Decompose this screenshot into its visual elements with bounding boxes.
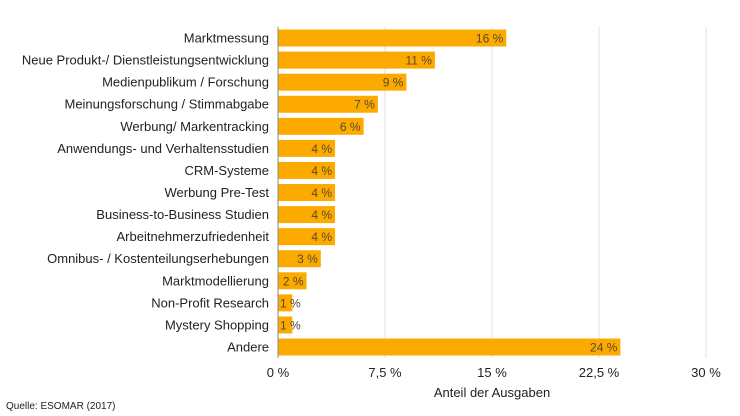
bar-value-label: 3 % [297,252,318,266]
bar-value-label: 11 % [405,54,432,68]
x-tick-label: 7,5 % [368,365,402,380]
bar [278,272,307,290]
bar [278,294,293,312]
category-label: Business-to-Business Studien [96,207,269,222]
bar-layer: 16 % 11 %9 % 7 % 6 % 4 % 4 % 4 % 4 % 4 % 3 % 2 % 1 … [278,29,621,356]
bar-value-label: 9 % [383,76,404,90]
category-label: Meinungsforschung / Stimmabgabe [64,97,269,112]
bar-value-label: 6 % [340,120,361,134]
category-label: Werbung/ Markentracking [120,119,269,134]
bar [278,184,336,202]
category-label: Andere [227,340,269,355]
bar [278,73,407,91]
x-axis-title: Anteil der Ausgaben [434,385,550,400]
bar-value-label: 4 % [311,208,332,222]
category-label: Non-Profit Research [151,295,269,310]
bar [278,206,336,224]
bar-value-label: 4 % [311,230,332,244]
x-tick-label: 15 % [477,365,507,380]
category-label: Mystery Shopping [165,317,269,332]
tick-label-layer: 0 % 7,5 % 15 % 22,5 % 30 % [267,365,721,380]
category-label: Marktmessung [184,31,269,46]
category-label: Marktmodellierung [162,273,269,288]
grid-layer [277,27,707,358]
bar-value-label: 7 % [354,98,375,112]
bar-value-label: 1 % [280,318,301,332]
bar [278,117,364,135]
category-label: CRM-Systeme [184,163,269,178]
bar-value-label: 4 % [311,142,332,156]
category-label-layer: Marktmessung Neue Produkt-/ Dienstleistun… [22,31,270,355]
bar [278,228,336,246]
category-label: Anwendungs- und Verhaltensstudien [57,141,269,156]
bar [278,250,321,268]
bar [278,316,293,334]
bar [278,161,336,179]
bar-value-label: 24 % [590,341,618,355]
x-tick-label: 22,5 % [579,365,620,380]
bar [278,139,336,157]
source-note: Quelle: ESOMAR (2017) [6,401,116,412]
category-label: Medienpublikum / Forschung [102,75,269,90]
category-label: Omnibus- / Kostenteilungserhebungen [47,251,269,266]
x-tick-label: 0 % [267,365,290,380]
category-label: Werbung Pre-Test [164,185,269,200]
x-tick-label: 30 % [691,365,721,380]
bar-value-label: 16 % [476,32,504,46]
bar-value-label: 2 % [283,274,304,288]
bar [278,29,507,47]
bar [278,51,435,69]
bar [278,95,378,113]
category-label: Neue Produkt-/ Dienstleistungsentwicklun… [22,53,269,68]
bar-value-label: 4 % [311,186,332,200]
bar-value-label: 1 % [280,296,301,310]
bar [278,338,621,356]
category-label: Arbeitnehmerzufriedenheit [117,229,270,244]
bar-value-label: 4 % [311,164,332,178]
